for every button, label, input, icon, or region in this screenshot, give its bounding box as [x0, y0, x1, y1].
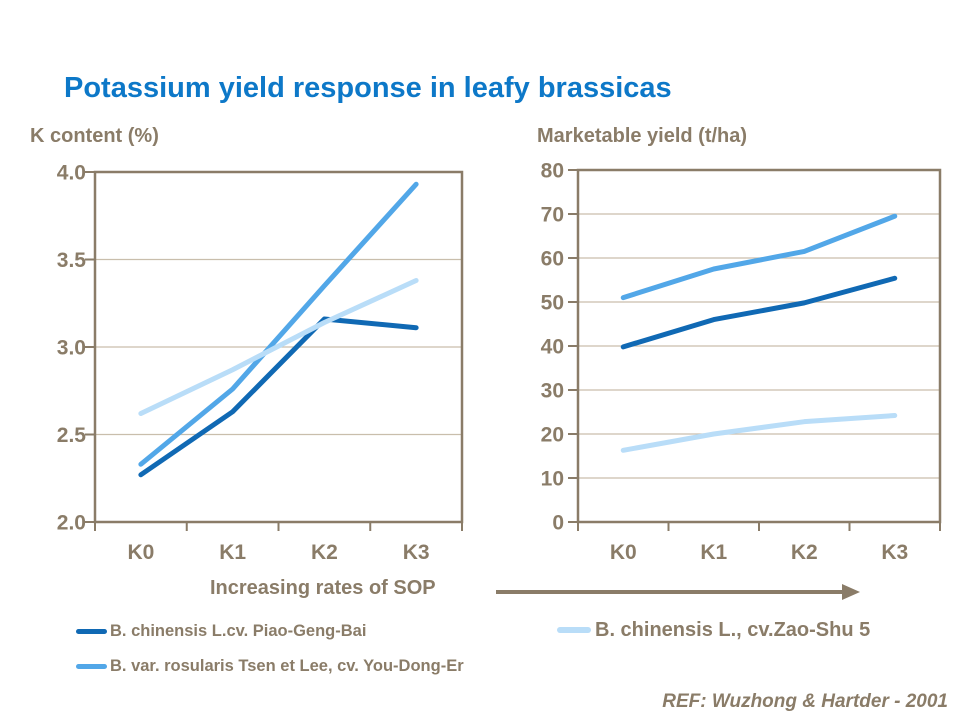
- page-title: Potassium yield response in leafy brassi…: [64, 72, 672, 104]
- svg-text:K0: K0: [127, 541, 154, 564]
- svg-text:0: 0: [552, 512, 564, 535]
- svg-text:60: 60: [541, 248, 564, 271]
- svg-text:K1: K1: [700, 541, 727, 564]
- legend-line-swatch-dark-blue: [76, 629, 107, 634]
- legend-label: B. var. rosularis Tsen et Lee, cv. You-D…: [110, 657, 464, 675]
- svg-text:70: 70: [541, 204, 564, 227]
- svg-text:K3: K3: [881, 541, 908, 564]
- legend-item-piao-geng-bai: B. chinensis L.cv. Piao-Geng-Bai: [76, 620, 484, 642]
- svg-text:40: 40: [541, 336, 564, 359]
- svg-text:K2: K2: [311, 541, 338, 564]
- legend-right: B. chinensis L., cv.Zao-Shu 5: [557, 618, 937, 642]
- svg-text:4.0: 4.0: [57, 162, 86, 185]
- svg-text:3.5: 3.5: [57, 249, 87, 272]
- svg-text:50: 50: [541, 292, 564, 315]
- legend-label: B. chinensis L.cv. Piao-Geng-Bai: [110, 622, 367, 640]
- svg-text:80: 80: [541, 160, 564, 183]
- k-content-chart: 2.0 2.5 3.0 3.5 4.0 K0 K1 K2 K3: [57, 162, 464, 564]
- sop-arrow-label: Increasing rates of SOP: [210, 577, 436, 599]
- legend-item-zao-shu-5: B. chinensis L., cv.Zao-Shu 5: [557, 618, 937, 642]
- left-chart-title: K content (%): [30, 125, 159, 147]
- right-chart-title: Marketable yield (t/ha): [537, 125, 748, 147]
- svg-text:K3: K3: [403, 541, 430, 564]
- svg-text:20: 20: [541, 424, 564, 447]
- legend-line-swatch-pale-blue: [557, 627, 591, 633]
- legend-item-you-dong-er: B. var. rosularis Tsen et Lee, cv. You-D…: [76, 655, 484, 677]
- svg-text:3.0: 3.0: [57, 337, 86, 360]
- svg-text:2.0: 2.0: [57, 512, 86, 535]
- svg-text:10: 10: [541, 468, 564, 491]
- legend-line-swatch-medium-blue: [76, 664, 107, 669]
- svg-text:K1: K1: [219, 541, 246, 564]
- reference-text: REF: Wuzhong & Hartder - 2001: [662, 691, 948, 712]
- right-arrow-icon: [496, 584, 860, 600]
- legend-label: B. chinensis L., cv.Zao-Shu 5: [595, 619, 871, 641]
- marketable-yield-chart: 0 10 20 30 40 50 60 70 80 K0 K1 K2 K3: [541, 160, 942, 564]
- legend-left: B. chinensis L.cv. Piao-Geng-Bai B. var.…: [76, 620, 484, 677]
- svg-text:2.5: 2.5: [57, 424, 87, 447]
- svg-text:30: 30: [541, 380, 564, 403]
- svg-text:K2: K2: [791, 541, 818, 564]
- svg-text:K0: K0: [610, 541, 637, 564]
